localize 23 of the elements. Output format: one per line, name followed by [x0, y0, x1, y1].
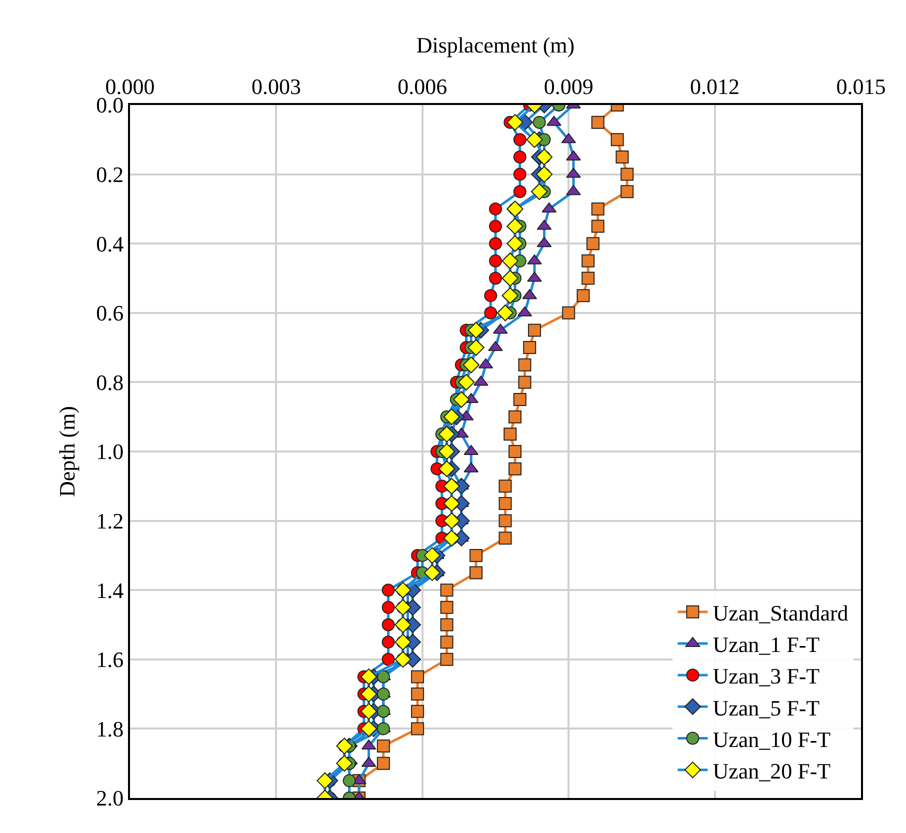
y-axis-title: Depth (m) [54, 406, 80, 498]
x-tick-label: 0.015 [836, 74, 886, 100]
x-tick-label: 0.009 [544, 74, 594, 100]
legend-label: Uzan_1 F-T [712, 632, 820, 658]
legend-label: Uzan_20 F-T [712, 758, 832, 784]
x-tick-label: 0.003 [251, 74, 301, 100]
legend-label: Uzan_10 F-T [712, 726, 832, 752]
y-tick-label: 1.4 [96, 578, 124, 603]
y-tick-label: 0.2 [96, 162, 124, 187]
y-tick-label: 0.6 [96, 300, 124, 326]
y-tick-label: 2.0 [96, 786, 124, 811]
y-tick-label: 0.8 [96, 370, 124, 395]
y-tick-label: 1.2 [96, 508, 124, 534]
x-tick-label: 0.012 [690, 74, 740, 100]
y-tick-label: 0.4 [96, 231, 124, 256]
x-tick-label: 0.006 [398, 74, 448, 100]
legend-label: Uzan_Standard [712, 600, 848, 626]
y-tick-label: 1.0 [96, 439, 124, 464]
y-tick-label: 1.6 [96, 647, 124, 672]
legend-label: Uzan_3 F-T [712, 664, 820, 689]
x-axis-title: Displacement (m) [416, 32, 575, 58]
y-tick-label: 1.8 [96, 716, 124, 742]
legend-label: Uzan_5 F-T [712, 695, 820, 720]
